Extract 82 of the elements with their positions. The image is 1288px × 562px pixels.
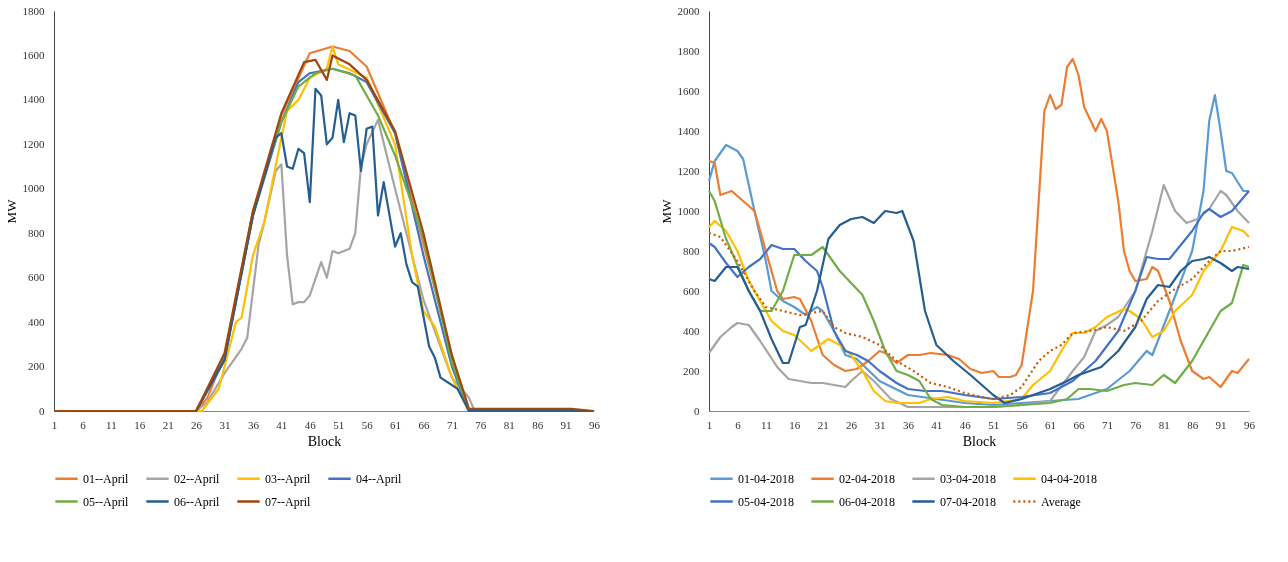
x-tick-label: 86 <box>1187 418 1199 431</box>
y-tick-label: 600 <box>683 284 700 297</box>
x-tick-label: 66 <box>1073 418 1085 431</box>
legend-label: 02--April <box>174 471 220 486</box>
x-tick-label: 91 <box>560 418 572 431</box>
x-tick-label: 66 <box>418 418 430 431</box>
legend-label: 07--April <box>265 494 311 509</box>
y-tick-label: 0 <box>694 404 700 417</box>
x-tick-label: 41 <box>931 418 943 431</box>
x-tick-label: 31 <box>219 418 231 431</box>
y-tick-label: 800 <box>28 226 45 239</box>
x-tick-label: 76 <box>1130 418 1142 431</box>
legend-label: Average <box>1041 494 1081 509</box>
y-tick-label: 1600 <box>677 84 700 97</box>
legend-label: 01--April <box>83 471 129 486</box>
x-tick-label: 26 <box>191 418 203 431</box>
x-tick-label: 6 <box>80 418 87 431</box>
y-tick-label: 1400 <box>677 124 700 137</box>
x-tick-label: 76 <box>475 418 487 431</box>
x-tick-label: 16 <box>134 418 146 431</box>
x-tick-label: 26 <box>846 418 858 431</box>
y-axis-title: MW <box>658 198 674 224</box>
y-axis-title: MW <box>3 198 19 224</box>
y-tick-label: 200 <box>683 364 700 377</box>
y-tick-label: 1400 <box>22 93 45 106</box>
legend-label: 07-04-2018 <box>940 494 996 509</box>
y-tick-label: 600 <box>28 271 45 284</box>
x-axis-title: Block <box>962 433 997 449</box>
line-series <box>707 57 1251 389</box>
x-tick-label: 71 <box>1101 418 1113 431</box>
y-tick-label: 2000 <box>677 4 700 17</box>
x-tick-label: 81 <box>1158 418 1170 431</box>
legend-label: 06--April <box>174 494 220 509</box>
legend-label: 05-04-2018 <box>738 494 794 509</box>
legend-label: 01-04-2018 <box>738 471 794 486</box>
x-tick-label: 31 <box>874 418 886 431</box>
x-tick-label: 96 <box>589 418 601 431</box>
x-axis-title: Block <box>307 433 342 449</box>
x-tick-label: 61 <box>1045 418 1057 431</box>
legend-label: 05--April <box>83 494 129 509</box>
legend-label: 06-04-2018 <box>839 494 895 509</box>
x-tick-label: 51 <box>988 418 1000 431</box>
y-tick-label: 1800 <box>677 44 700 57</box>
y-tick-label: 400 <box>683 324 700 337</box>
x-tick-label: 36 <box>247 418 260 431</box>
x-tick-label: 21 <box>162 418 174 431</box>
x-tick-label: 81 <box>503 418 515 431</box>
y-tick-label: 200 <box>28 360 45 373</box>
x-tick-label: 46 <box>959 418 972 431</box>
x-tick-label: 1 <box>706 418 713 431</box>
legend-label: 02-04-2018 <box>839 471 895 486</box>
y-tick-label: 800 <box>683 244 700 257</box>
y-tick-label: 1000 <box>677 204 700 217</box>
y-tick-label: 1200 <box>22 137 45 150</box>
legend-label: 04--April <box>356 471 402 486</box>
y-tick-label: 0 <box>39 404 45 417</box>
x-tick-label: 21 <box>817 418 829 431</box>
y-tick-label: 1800 <box>22 4 45 17</box>
legend-label: 03-04-2018 <box>940 471 996 486</box>
y-tick-label: 1600 <box>22 48 45 61</box>
y-tick-label: 1000 <box>22 182 45 195</box>
x-tick-label: 71 <box>446 418 458 431</box>
legend-label: 04-04-2018 <box>1041 471 1097 486</box>
x-tick-label: 36 <box>902 418 915 431</box>
x-tick-label: 11 <box>106 418 117 431</box>
x-tick-label: 61 <box>390 418 402 431</box>
x-tick-label: 1 <box>51 418 58 431</box>
legend-label: 03--April <box>265 471 311 486</box>
x-tick-label: 86 <box>532 418 544 431</box>
x-tick-label: 11 <box>761 418 772 431</box>
x-tick-label: 91 <box>1215 418 1227 431</box>
x-tick-label: 16 <box>789 418 801 431</box>
y-tick-label: 400 <box>28 315 45 328</box>
x-tick-label: 6 <box>735 418 742 431</box>
x-tick-label: 56 <box>1016 418 1029 431</box>
x-tick-label: 51 <box>333 418 345 431</box>
x-tick-label: 46 <box>304 418 317 431</box>
x-tick-label: 56 <box>361 418 374 431</box>
x-tick-label: 41 <box>276 418 288 431</box>
line-series <box>707 93 1251 407</box>
x-tick-label: 96 <box>1244 418 1256 431</box>
y-tick-label: 1200 <box>677 164 700 177</box>
